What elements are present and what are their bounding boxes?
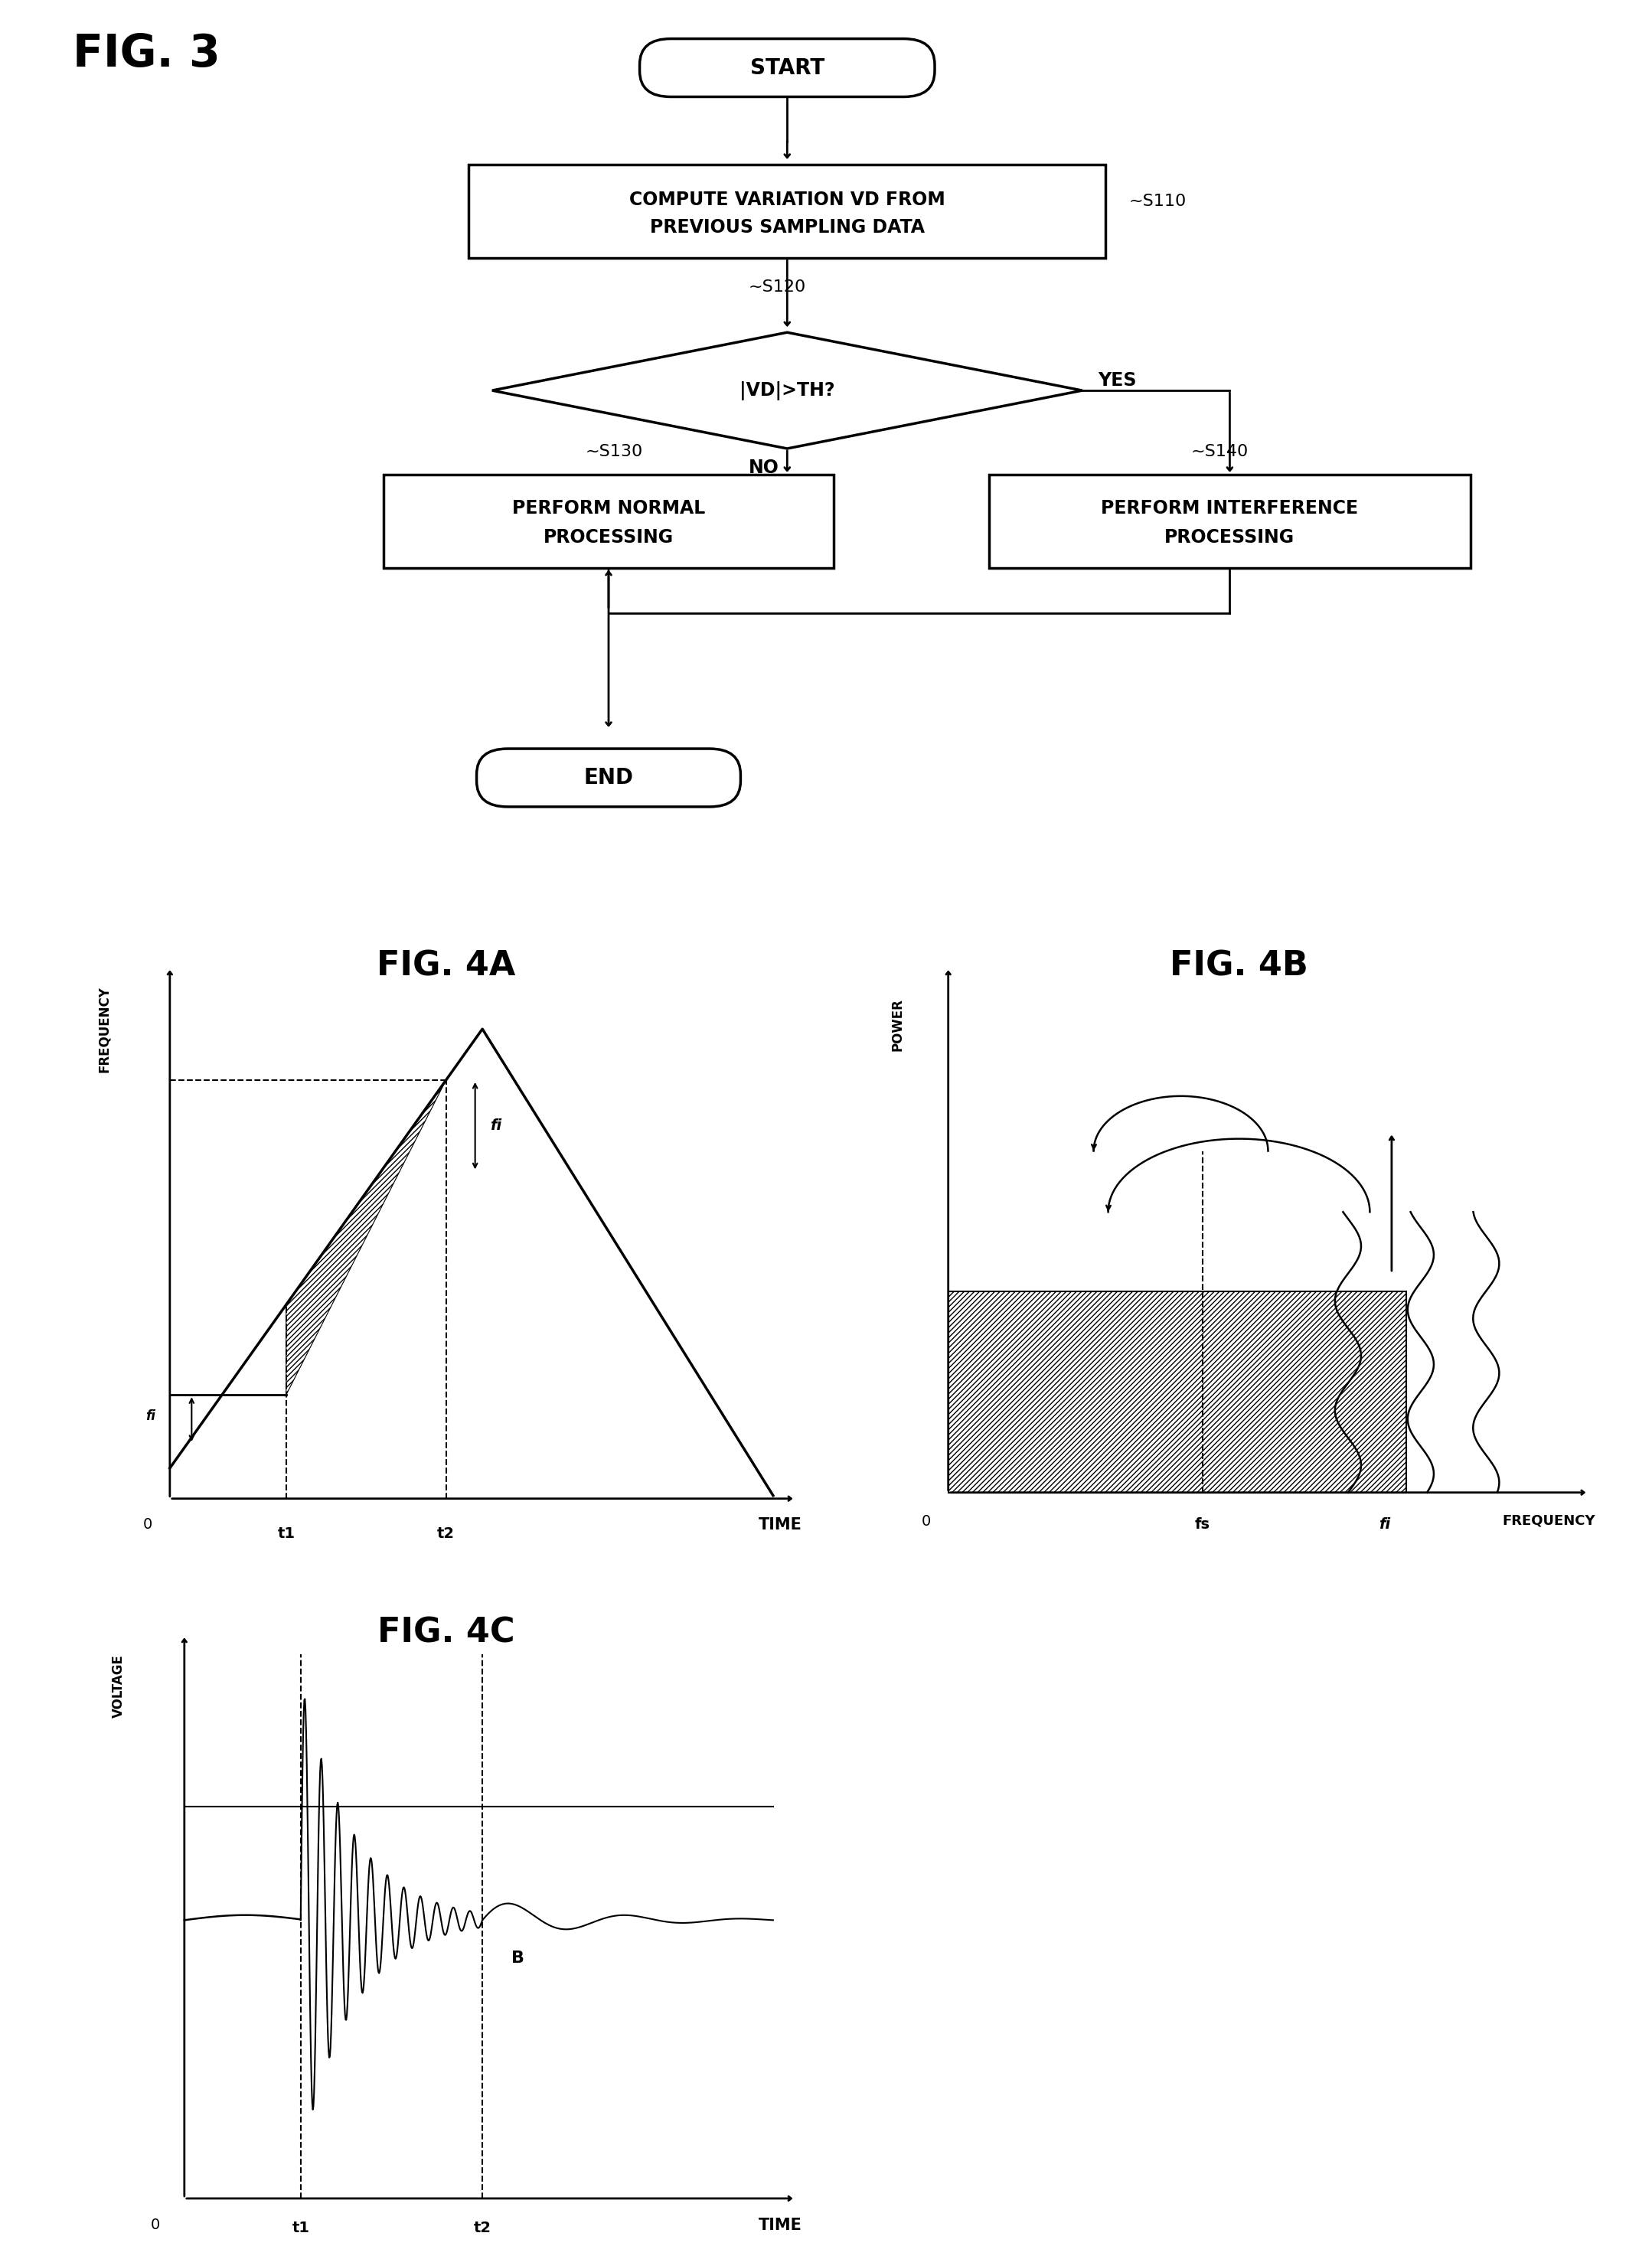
Text: 0: 0 xyxy=(922,1514,932,1529)
Bar xyxy=(990,474,1470,567)
Polygon shape xyxy=(492,332,1082,450)
Bar xyxy=(469,165,1105,258)
Text: END: END xyxy=(583,768,633,788)
Text: FREQUENCY: FREQUENCY xyxy=(1502,1514,1596,1527)
Text: fs: fs xyxy=(1194,1518,1211,1532)
Text: POWER: POWER xyxy=(890,998,904,1050)
Text: t1: t1 xyxy=(292,2221,309,2234)
Text: FIG. 4A: FIG. 4A xyxy=(377,949,515,983)
Text: COMPUTE VARIATION VD FROM: COMPUTE VARIATION VD FROM xyxy=(629,190,945,208)
Bar xyxy=(948,1292,1406,1493)
Text: |VD|>TH?: |VD|>TH? xyxy=(740,382,834,400)
Text: TIME: TIME xyxy=(758,1518,803,1532)
Text: YES: YES xyxy=(1097,373,1137,391)
Text: PERFORM INTERFERENCE: PERFORM INTERFERENCE xyxy=(1102,499,1358,517)
Text: TIME: TIME xyxy=(758,2218,803,2232)
Text: 0: 0 xyxy=(150,2218,160,2232)
Text: PROCESSING: PROCESSING xyxy=(1165,529,1295,547)
Text: PERFORM NORMAL: PERFORM NORMAL xyxy=(512,499,705,517)
Text: ~S130: ~S130 xyxy=(585,445,643,459)
Text: FREQUENCY: FREQUENCY xyxy=(97,987,111,1073)
Polygon shape xyxy=(286,1080,446,1394)
Text: fi: fi xyxy=(145,1410,155,1423)
Text: VOLTAGE: VOLTAGE xyxy=(112,1654,126,1717)
Text: PROCESSING: PROCESSING xyxy=(544,529,674,547)
Text: PREVIOUS SAMPLING DATA: PREVIOUS SAMPLING DATA xyxy=(649,219,925,237)
Text: NO: NO xyxy=(748,459,780,477)
Text: t2: t2 xyxy=(474,2221,491,2234)
Text: FIG. 4C: FIG. 4C xyxy=(377,1617,515,1649)
Text: t2: t2 xyxy=(438,1527,454,1541)
Text: ~S110: ~S110 xyxy=(1128,194,1186,210)
Text: 0: 0 xyxy=(144,1518,152,1532)
FancyBboxPatch shape xyxy=(476,748,740,806)
Text: FIG. 3: FIG. 3 xyxy=(73,32,220,77)
Text: t1: t1 xyxy=(278,1527,296,1541)
Text: ~S140: ~S140 xyxy=(1191,445,1249,459)
Text: fi: fi xyxy=(489,1118,501,1134)
Text: fi: fi xyxy=(1378,1518,1391,1532)
FancyBboxPatch shape xyxy=(639,38,935,97)
Text: B: B xyxy=(512,1950,524,1965)
Text: FIG. 4B: FIG. 4B xyxy=(1170,949,1308,983)
Text: ~S120: ~S120 xyxy=(748,280,806,296)
Bar xyxy=(383,474,834,567)
Text: START: START xyxy=(750,56,824,79)
